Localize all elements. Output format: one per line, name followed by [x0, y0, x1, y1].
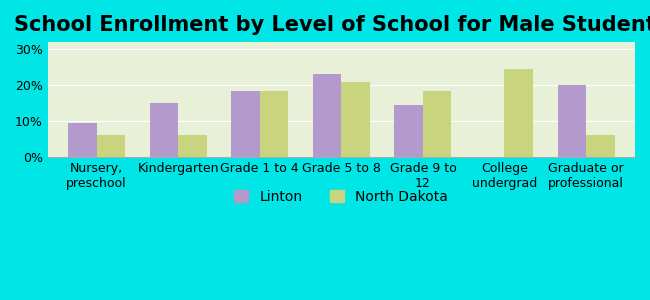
Title: School Enrollment by Level of School for Male Students: School Enrollment by Level of School for… [14, 15, 650, 35]
Bar [97, 135, 125, 157]
Bar [586, 135, 615, 157]
Bar [395, 105, 423, 157]
Bar [504, 69, 533, 157]
Bar [231, 91, 260, 157]
Bar [558, 85, 586, 157]
Bar [313, 74, 341, 157]
Bar [423, 91, 452, 157]
Bar [68, 123, 97, 157]
Legend: Linton, North Dakota: Linton, North Dakota [229, 184, 454, 209]
Bar [260, 91, 289, 157]
Bar [178, 135, 207, 157]
Bar [341, 82, 370, 157]
Bar [150, 103, 178, 157]
